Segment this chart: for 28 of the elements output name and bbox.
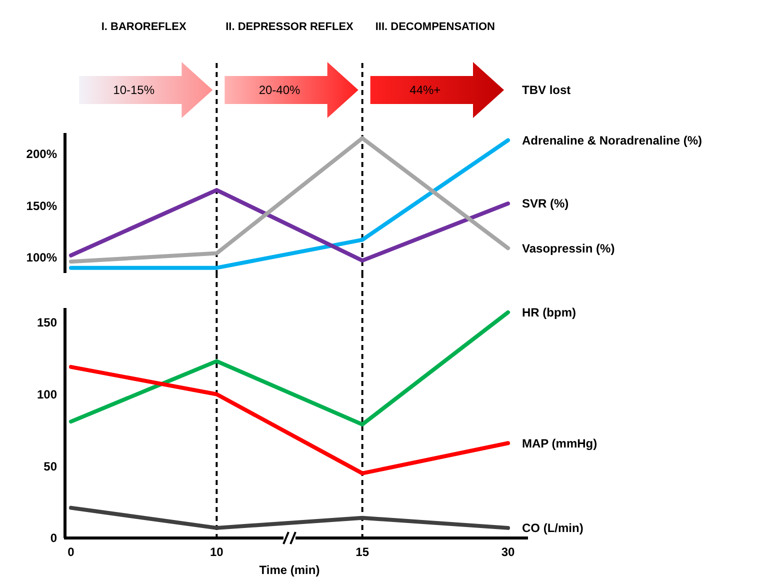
series-label: HR (bpm): [522, 306, 576, 320]
series-label: CO (L/min): [522, 521, 584, 536]
text: TBV lost: [522, 83, 571, 98]
series-label: SVR (%): [522, 196, 569, 211]
text: 44%+: [410, 83, 441, 98]
x-axis-title: Time (min): [259, 563, 320, 577]
x-tick-label: 0: [68, 545, 75, 559]
line-series: [69, 310, 510, 426]
x-tick-label: 10: [210, 545, 224, 559]
y-tick-label: 0: [50, 531, 58, 546]
x-tick-label: 30: [501, 545, 515, 559]
series-label: Vasopressin (%): [522, 241, 615, 256]
series-label: MAP (mmHg): [522, 436, 598, 450]
text: I. BAROREFLEX: [101, 21, 187, 33]
y-tick-label: 100: [36, 387, 58, 402]
y-tick-label: 100%: [26, 250, 58, 265]
line-series: [69, 364, 510, 476]
line-series: [69, 188, 510, 263]
y-tick-label: 150: [36, 316, 58, 330]
text: II. DEPRESSOR REFLEX: [226, 21, 354, 33]
y-tick-label: 150%: [26, 198, 58, 213]
x-tick-label: 15: [356, 545, 370, 559]
y-tick-label: 50: [44, 459, 58, 474]
text: 20-40%: [258, 83, 301, 98]
text: 10-15%: [113, 83, 155, 98]
y-tick-label: 200%: [26, 146, 58, 161]
series-label: Adrenaline & Noradrenaline (%): [522, 133, 702, 148]
text: III. DECOMPENSATION: [375, 21, 496, 33]
